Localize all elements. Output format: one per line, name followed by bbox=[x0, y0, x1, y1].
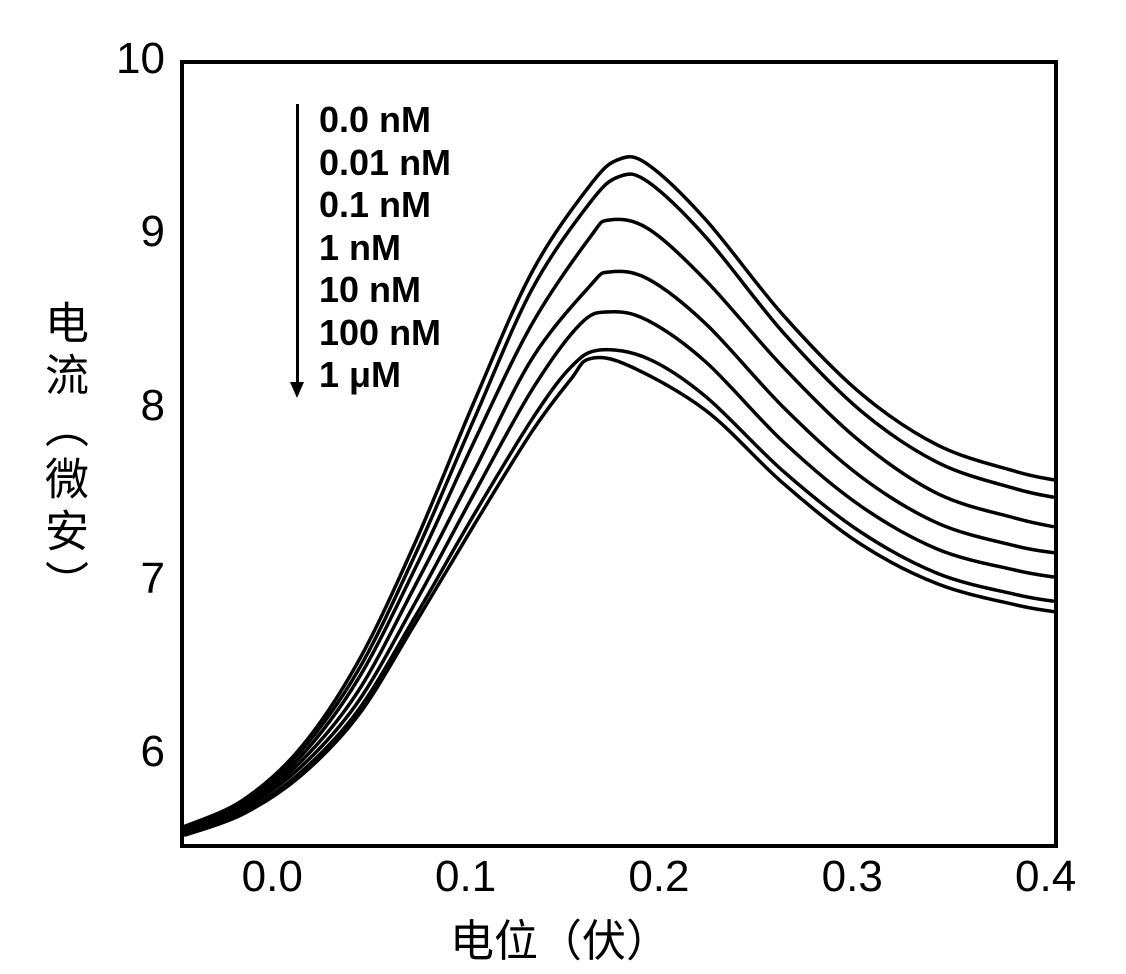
legend-item: 1 μM bbox=[319, 354, 401, 396]
x-tick-label: 0.4 bbox=[1015, 852, 1076, 902]
x-tick-label: 0.1 bbox=[435, 852, 496, 902]
y-axis-label: 电流（微安） bbox=[30, 300, 94, 612]
y-tick-label: 10 bbox=[95, 34, 165, 84]
series-curve bbox=[184, 271, 1054, 830]
x-axis-label: 电位（伏） bbox=[450, 905, 670, 969]
series-curve bbox=[184, 312, 1054, 832]
chart-container: 电流（微安） 电位（伏） 6 7 8 9 10 0.0 0.1 0.2 0.3 0.4 0.0 n… bbox=[0, 0, 1126, 974]
series-curve bbox=[184, 358, 1054, 836]
legend-item: 1 nM bbox=[319, 227, 401, 269]
legend-item: 0.01 nM bbox=[319, 142, 451, 184]
legend-item: 0.1 nM bbox=[319, 184, 431, 226]
x-tick-label: 0.0 bbox=[242, 852, 303, 902]
plot-area: 0.0 nM0.01 nM0.1 nM1 nM10 nM100 nM1 μM bbox=[180, 60, 1058, 848]
legend-arrow-line bbox=[296, 104, 299, 386]
curves-svg bbox=[184, 64, 1054, 844]
x-tick-label: 0.2 bbox=[628, 852, 689, 902]
legend-item: 100 nM bbox=[319, 312, 441, 354]
y-tick-label: 8 bbox=[95, 381, 165, 431]
y-tick-label: 9 bbox=[95, 207, 165, 257]
legend-item: 0.0 nM bbox=[319, 99, 431, 141]
legend-item: 10 nM bbox=[319, 269, 421, 311]
y-tick-label: 7 bbox=[95, 554, 165, 604]
series-curve bbox=[184, 157, 1054, 827]
y-tick-label: 6 bbox=[95, 727, 165, 777]
series-curve bbox=[184, 350, 1054, 834]
x-tick-label: 0.3 bbox=[822, 852, 883, 902]
legend-arrow-head bbox=[290, 382, 304, 398]
